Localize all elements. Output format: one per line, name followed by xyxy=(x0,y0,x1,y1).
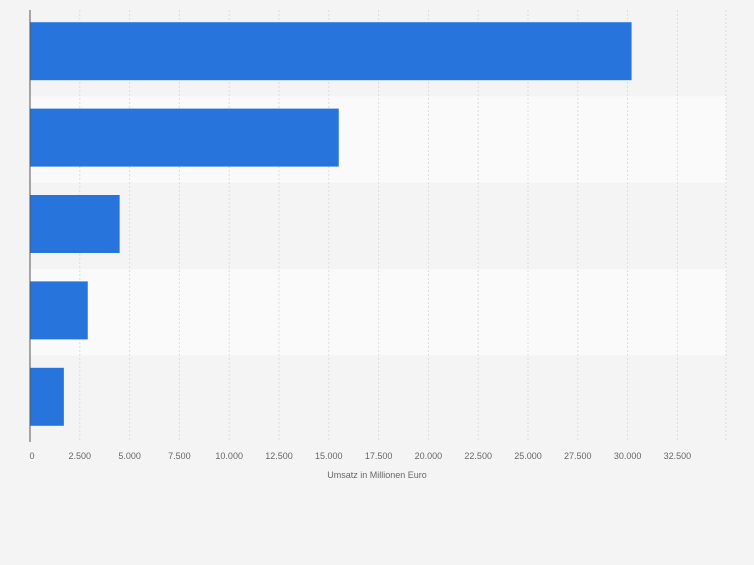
x-axis-title: Umsatz in Millionen Euro xyxy=(327,470,427,480)
bar xyxy=(30,367,64,426)
row-bands xyxy=(30,10,726,442)
x-tick-label: 2.500 xyxy=(69,451,92,461)
x-tick-label: 25.000 xyxy=(514,451,542,461)
x-tick-label: 17.500 xyxy=(365,451,393,461)
x-tick-labels: 0 2.500 5.000 7.500 10.000 12.500 15.000 17.500… xyxy=(29,451,691,461)
row-band xyxy=(30,355,726,442)
bar xyxy=(30,22,632,81)
x-tick-label: 27.500 xyxy=(564,451,592,461)
gridlines xyxy=(79,10,727,442)
bar xyxy=(30,108,339,167)
x-tick-label: 0 xyxy=(29,451,34,461)
x-tick-label: 12.500 xyxy=(265,451,293,461)
x-tick-label: 15.000 xyxy=(315,451,343,461)
x-tick-label: 7.500 xyxy=(168,451,191,461)
x-tick-label: 32.500 xyxy=(664,451,692,461)
bars xyxy=(30,22,632,426)
bar xyxy=(30,281,88,340)
x-tick-label: 5.000 xyxy=(118,451,141,461)
x-tick-label: 30.000 xyxy=(614,451,642,461)
bar xyxy=(30,195,120,253)
x-tick-label: 22.500 xyxy=(464,451,492,461)
x-tick-label: 20.000 xyxy=(415,451,443,461)
row-band xyxy=(30,182,726,270)
x-tick-label: 10.000 xyxy=(215,451,243,461)
row-band xyxy=(30,269,726,356)
